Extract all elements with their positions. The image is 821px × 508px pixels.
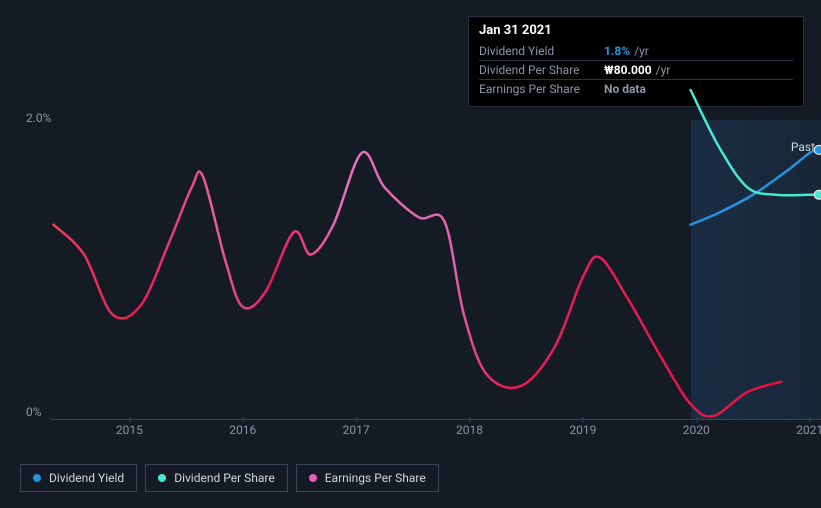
yaxis-tick-bottom: 0% xyxy=(26,405,42,419)
marker-dividend-per-share xyxy=(814,190,821,199)
legend-label: Earnings Per Share xyxy=(325,471,426,485)
x-axis: 2015 2016 2017 2018 2019 2020 2021 xyxy=(50,423,821,443)
legend-label: Dividend Yield xyxy=(49,471,124,485)
xaxis-tick: 2020 xyxy=(683,423,710,437)
xaxis-tick: 2015 xyxy=(116,423,143,437)
tooltip-row-label: Dividend Yield xyxy=(479,44,604,58)
legend-item[interactable]: Earnings Per Share xyxy=(296,464,439,492)
yaxis-tick-top: 2.0% xyxy=(26,111,51,125)
tooltip-row-value: 1.8% xyxy=(604,44,630,58)
chart-tooltip: Jan 31 2021 Dividend Yield1.8%/yrDividen… xyxy=(468,16,804,107)
legend-swatch xyxy=(309,474,317,482)
xaxis-tick: 2017 xyxy=(343,423,370,437)
legend: Dividend Yield Dividend Per Share Earnings… xyxy=(20,464,439,492)
line-dividend-per-share xyxy=(691,90,819,195)
tooltip-row: Earnings Per ShareNo data xyxy=(479,79,793,98)
tooltip-row-label: Dividend Per Share xyxy=(479,63,604,77)
tooltip-row: Dividend Per Share₩80.000/yr xyxy=(479,60,793,79)
line-dividend-yield xyxy=(691,150,819,225)
xaxis-tick: 2016 xyxy=(229,423,256,437)
tooltip-row-label: Earnings Per Share xyxy=(479,82,604,96)
legend-swatch xyxy=(158,474,166,482)
legend-swatch xyxy=(33,474,41,482)
xaxis-tick: 2019 xyxy=(569,423,596,437)
tooltip-row-value: No data xyxy=(604,82,646,96)
tooltip-date: Jan 31 2021 xyxy=(479,23,793,38)
dividend-chart: 2.0% 0% Past 2015 2016 2017 2018 2019 2020 202… xyxy=(20,105,821,445)
xaxis-tick: 2018 xyxy=(456,423,483,437)
tooltip-row-suffix: /yr xyxy=(634,44,649,58)
tooltip-row: Dividend Yield1.8% /yr xyxy=(479,42,793,60)
plot-area[interactable]: Past xyxy=(50,120,821,420)
legend-item[interactable]: Dividend Yield xyxy=(20,464,137,492)
legend-item[interactable]: Dividend Per Share xyxy=(145,464,288,492)
xaxis-tick: 2021 xyxy=(796,423,821,437)
marker-dividend-yield xyxy=(814,145,821,154)
tooltip-row-suffix: /yr xyxy=(656,63,671,77)
line-earnings-per-share xyxy=(53,152,781,416)
tooltip-row-value: ₩80.000 xyxy=(604,63,652,77)
legend-label: Dividend Per Share xyxy=(174,471,275,485)
